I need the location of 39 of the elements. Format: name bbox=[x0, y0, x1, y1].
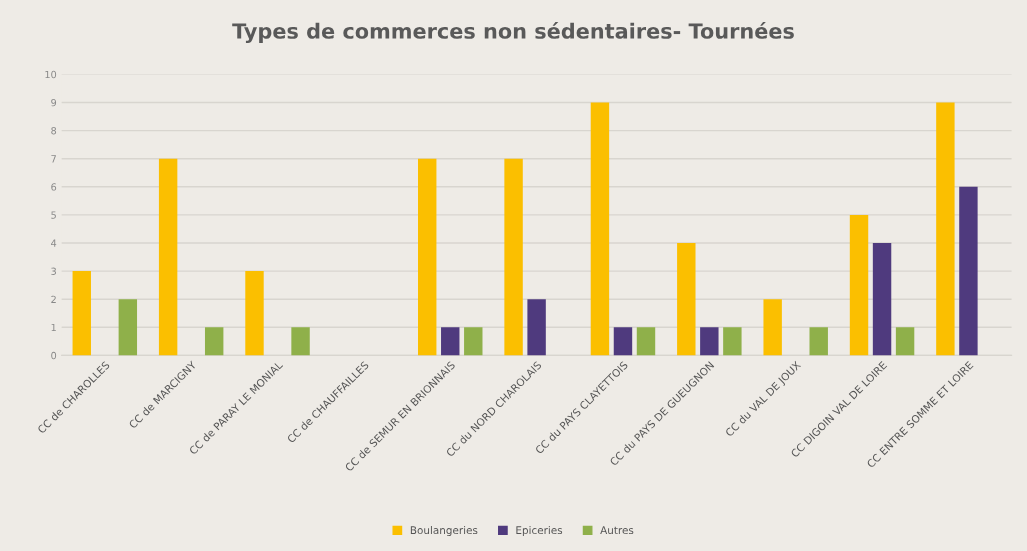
bar bbox=[590, 102, 610, 356]
bar bbox=[527, 299, 546, 356]
bar bbox=[158, 158, 178, 356]
bar bbox=[464, 327, 483, 356]
bar bbox=[849, 214, 869, 356]
bar bbox=[677, 242, 696, 356]
bar bbox=[936, 102, 955, 356]
chart-title: Types de commerces non sédentaires- Tournées bbox=[232, 21, 794, 44]
bar bbox=[700, 327, 719, 356]
y-tick-label: 1 bbox=[51, 323, 56, 331]
bar bbox=[418, 158, 437, 356]
bar bbox=[291, 327, 310, 356]
y-tick-label: 10 bbox=[45, 70, 57, 79]
bar bbox=[723, 327, 742, 356]
y-tick-label: 8 bbox=[51, 127, 57, 135]
y-tick-label: 4 bbox=[51, 239, 57, 247]
y-tick-label: 6 bbox=[51, 183, 57, 191]
bar bbox=[895, 327, 915, 356]
bar bbox=[441, 327, 460, 356]
y-tick-label: 5 bbox=[51, 211, 56, 219]
legend-label: Boulangeries bbox=[410, 526, 478, 537]
legend-label: Epiceries bbox=[516, 526, 563, 537]
bar bbox=[245, 271, 264, 356]
bar bbox=[959, 186, 978, 356]
bar bbox=[204, 327, 224, 356]
y-tick-label: 9 bbox=[51, 98, 57, 107]
bar bbox=[763, 299, 782, 356]
legend-label: Autres bbox=[600, 526, 634, 535]
bar bbox=[636, 327, 656, 356]
bar bbox=[118, 299, 138, 356]
bar bbox=[809, 327, 828, 356]
bar bbox=[872, 242, 892, 356]
y-tick-label: 7 bbox=[51, 155, 56, 163]
bar bbox=[504, 158, 523, 356]
y-tick-label: 3 bbox=[51, 267, 56, 275]
y-tick-label: 0 bbox=[51, 351, 57, 360]
bar bbox=[613, 327, 633, 356]
bar bbox=[72, 271, 91, 356]
y-tick-label: 2 bbox=[51, 295, 56, 303]
